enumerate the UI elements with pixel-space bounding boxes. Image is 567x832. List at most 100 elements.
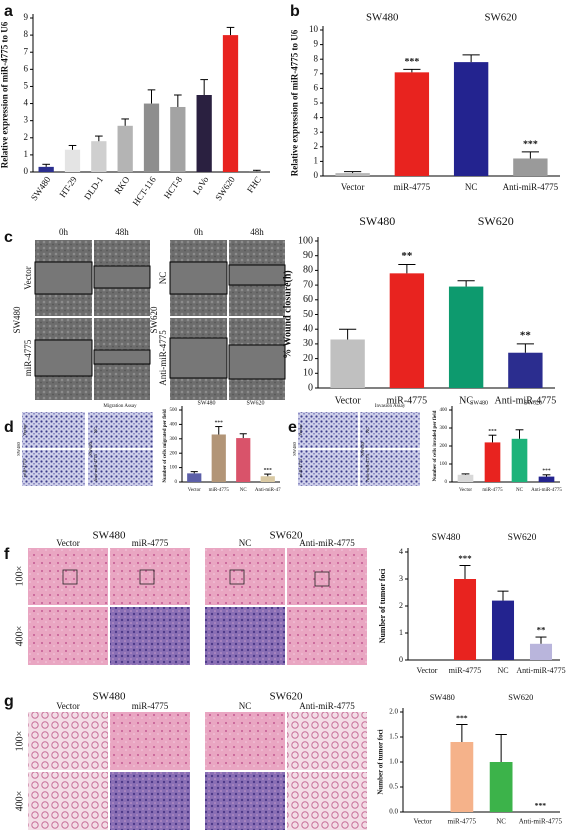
magnification-label: 400× xyxy=(14,626,25,647)
group-label: SW480 xyxy=(359,214,395,228)
group-label: SW480 xyxy=(16,442,21,456)
y-tick-label: 6 xyxy=(24,63,29,73)
magnification-label: 100× xyxy=(14,731,25,752)
row-label: NC xyxy=(93,427,98,433)
x-tick-label: Anti-miR-4775 xyxy=(516,666,565,675)
y-tick-label: 0.5 xyxy=(389,783,398,791)
y-axis-title: Number of cells invaded per field xyxy=(433,410,438,481)
bar xyxy=(508,352,543,388)
bar xyxy=(538,476,555,482)
x-tick-label: RKO xyxy=(112,174,131,196)
bar xyxy=(389,273,425,388)
group-label: SW480 xyxy=(198,400,216,406)
y-tick-label: 7 xyxy=(314,68,319,78)
x-tick-label: Anti-miR-4775 xyxy=(495,395,557,406)
significance: *** xyxy=(523,139,538,150)
x-tick-label: NC xyxy=(465,182,478,192)
y-tick-label: 0 xyxy=(314,170,319,180)
y-tick-label: 1 xyxy=(399,628,403,637)
bar xyxy=(448,286,484,388)
group-label: SW620 xyxy=(508,532,537,543)
bar xyxy=(187,473,202,482)
y-tick-label: 400 xyxy=(440,408,448,413)
group-label: SW480 xyxy=(93,530,127,542)
group-label: SW620 xyxy=(478,214,514,228)
y-tick-label: 9 xyxy=(314,39,319,49)
y-tick-label: 3 xyxy=(399,574,403,583)
assay-title: Migration Assay xyxy=(103,404,137,409)
x-tick-label: LoVo xyxy=(191,174,211,196)
y-tick-label: 80 xyxy=(303,265,313,276)
bar xyxy=(222,35,239,172)
y-tick-label: 0 xyxy=(175,480,178,485)
x-tick-label: miR-4775 xyxy=(209,488,230,493)
y-tick-label: 3 xyxy=(314,126,319,136)
y-tick-label: 2 xyxy=(399,601,403,610)
column-label: Vector xyxy=(56,701,80,711)
column-label: NC xyxy=(239,701,252,711)
y-tick-label: 300 xyxy=(170,437,178,442)
group-label: SW620 xyxy=(524,400,542,406)
bar xyxy=(91,141,107,172)
panel-letter: a xyxy=(4,3,13,20)
bar xyxy=(489,762,513,812)
y-tick-label: 500 xyxy=(170,408,178,413)
y-tick-label: 10 xyxy=(309,24,319,34)
x-tick-label: miR-4775 xyxy=(449,666,481,675)
y-tick-label: 50 xyxy=(303,309,313,320)
bar xyxy=(330,339,365,388)
y-tick-label: 0 xyxy=(308,382,313,393)
row-label: Anti-miR-4775 xyxy=(365,453,370,481)
y-tick-label: 4 xyxy=(24,98,29,108)
y-tick-label: 0.0 xyxy=(389,808,398,816)
y-tick-label: 200 xyxy=(440,444,448,449)
y-tick-label: 300 xyxy=(440,426,448,431)
x-tick-label: HT-29 xyxy=(57,174,79,199)
x-tick-label: SW480 xyxy=(29,174,53,202)
bar xyxy=(457,474,474,482)
y-tick-label: 5 xyxy=(314,97,319,107)
y-tick-label: 8 xyxy=(24,29,29,39)
magnification-label: 400× xyxy=(14,791,25,812)
bar xyxy=(453,62,489,177)
significance: *** xyxy=(535,801,547,810)
y-tick-label: 0 xyxy=(399,655,403,664)
x-tick-label: Vector xyxy=(335,395,362,406)
lung-images xyxy=(28,712,367,830)
group-label: SW620 xyxy=(247,400,265,406)
group-label: SW620 xyxy=(149,306,159,334)
y-tick-label: 5 xyxy=(24,81,29,91)
wound-edges xyxy=(34,261,286,380)
y-tick-label: 40 xyxy=(303,323,313,334)
significance: ** xyxy=(537,625,546,635)
row-label: miR-4775 xyxy=(298,458,303,477)
y-axis-title: Relative expression of miR-4775 to U6 xyxy=(0,21,10,168)
row-label: miR-4775 xyxy=(23,339,33,376)
x-tick-label: Anti-miR-47 xyxy=(255,488,281,493)
bar xyxy=(249,171,265,172)
group-label: SW620 xyxy=(485,11,517,23)
y-tick-label: 2 xyxy=(314,141,319,151)
significance: *** xyxy=(542,468,551,474)
significance: *** xyxy=(488,428,497,434)
significance: ** xyxy=(401,250,413,262)
bar xyxy=(529,643,553,660)
column-label: miR-4775 xyxy=(132,701,169,711)
bar xyxy=(236,438,251,482)
y-tick-label: 1.5 xyxy=(389,733,398,741)
row-label: Anti-miR-4775 xyxy=(158,330,168,386)
x-tick-label: NC xyxy=(497,666,508,675)
y-tick-label: 100 xyxy=(298,235,313,246)
row-label: Vector xyxy=(23,266,33,290)
y-tick-label: 1 xyxy=(24,149,29,159)
liver-images xyxy=(28,548,367,665)
x-tick-label: miR-4775 xyxy=(482,488,503,493)
bar xyxy=(513,158,548,176)
row-label: miR-4775 xyxy=(22,458,27,477)
y-tick-label: 20 xyxy=(303,353,313,364)
x-tick-label: Vector xyxy=(188,488,201,493)
group-label: SW620 xyxy=(270,691,304,703)
group-label: SW480 xyxy=(432,532,461,543)
x-tick-label: miR-4775 xyxy=(448,818,477,826)
y-tick-label: 4 xyxy=(399,547,403,556)
